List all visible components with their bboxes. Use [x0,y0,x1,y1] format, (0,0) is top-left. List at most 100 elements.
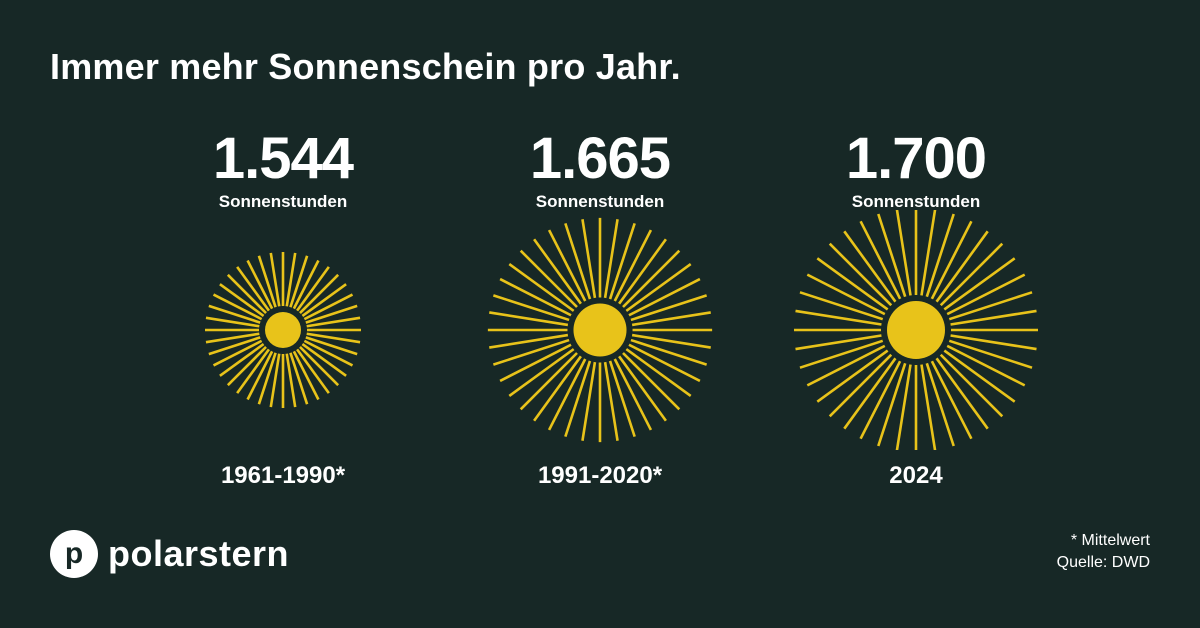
sun-ray [564,360,592,438]
sun-ray [305,336,358,356]
sun-ray [226,346,267,387]
sun-ray [508,348,575,397]
sun-icon [794,210,1038,450]
sun-ray [205,316,260,328]
sun-ray [492,294,570,322]
period-label: 2024 [889,462,943,489]
sun-ray [226,273,267,314]
sun-ray [948,339,1033,369]
sun-ray [306,316,361,328]
sun-ray [547,358,587,431]
sun-ray [613,358,653,431]
sun-ray [296,348,330,394]
sun-ray [613,229,653,302]
sun-ray [925,362,955,447]
sun-ray [236,266,270,312]
sun-ray [843,357,897,430]
sun-ray [581,219,597,299]
value-label: 1.700 [845,126,987,191]
sun-ray [628,343,701,383]
sun-ray [533,238,582,305]
sun-ray [877,362,907,447]
unit-label: Sonnenstunden [218,192,348,211]
sun-core [573,303,627,357]
unit-label: Sonnenstunden [851,192,981,211]
sun-ray [618,355,667,422]
sun-ray [816,257,889,311]
sun-ray [622,352,681,411]
sun-ray [943,349,1016,403]
sun-ray [925,213,955,298]
sun-ray [946,273,1026,316]
sun-ray [877,213,907,298]
sun-ray [533,355,582,422]
sun-ray [305,304,358,324]
sun-ray [920,210,937,296]
logo-wordmark: polarstern [108,533,290,574]
sun-ray [828,242,893,307]
sun-ray [289,352,309,405]
period-label: 1991-2020* [537,462,663,489]
sun-ray [859,220,902,300]
sun-ray [950,309,1037,326]
sun-ray [292,259,320,310]
sun-ray [630,294,708,322]
sun-ray [499,343,572,383]
sun-group-2024: 1.700 Sonnenstunden 2024 [766,120,1066,489]
sun-ray [508,263,575,312]
sun-ray [939,353,1004,418]
sun-icon [487,217,713,443]
sun-ray [301,283,347,317]
sun-ray [799,291,884,321]
footnote: * Mittelwert Quelle: DWD [1057,530,1150,574]
sun-ray [625,348,692,397]
page-title: Immer mehr Sonnenschein pro Jahr. [50,46,681,87]
sun-ray [603,219,619,299]
sun-ray [489,311,569,327]
sun-ray [296,266,330,312]
sun-group-1961-1990: 1.544 Sonnenstunden 1961-1990* [133,120,433,489]
sun-ray [489,333,569,349]
footnote-source: Quelle: DWD [1056,554,1150,571]
sun-ray [806,344,886,387]
sun-ray [828,353,893,418]
sun-ray [608,360,636,438]
sun-ray [799,339,884,369]
footnote-mean: * Mittelwert [1070,532,1150,549]
sun-ray [622,249,681,308]
sun-ray [939,242,1004,307]
sun-ray [935,357,989,430]
sun-ray [299,273,340,314]
sun-ray [843,230,897,303]
sun-ray [499,277,572,317]
sun-ray [246,259,274,310]
sun-ray [219,343,265,377]
sun-ray [816,349,889,403]
sun-ray [205,332,260,344]
sun-ray [208,336,261,356]
sun-ray [299,346,340,387]
sun-ray [950,334,1037,351]
logo-mark-icon: p [50,530,98,578]
polarstern-logo[interactable]: p polarstern [50,530,289,578]
value-label: 1.665 [529,126,671,191]
sun-ray [795,334,882,351]
sun-core [265,312,301,348]
sun-ray [269,252,281,307]
sun-ray [269,353,281,408]
sun-group-1991-2020: 1.665 Sonnenstunden 1991-2020* [450,120,750,489]
sun-ray [236,348,270,394]
period-label: 1961-1990* [220,462,346,489]
sun-ray [306,332,361,344]
sun-ray [303,293,354,321]
sun-ray [246,350,274,401]
sun-ray [631,311,711,327]
sun-ray [519,352,578,411]
sun-ray [257,255,277,308]
sun-ray [212,293,263,321]
sun-ray [630,338,708,366]
value-label: 1.544 [212,126,354,191]
sun-ray [303,339,354,367]
sun-ray [547,229,587,302]
sun-ray [285,353,297,408]
